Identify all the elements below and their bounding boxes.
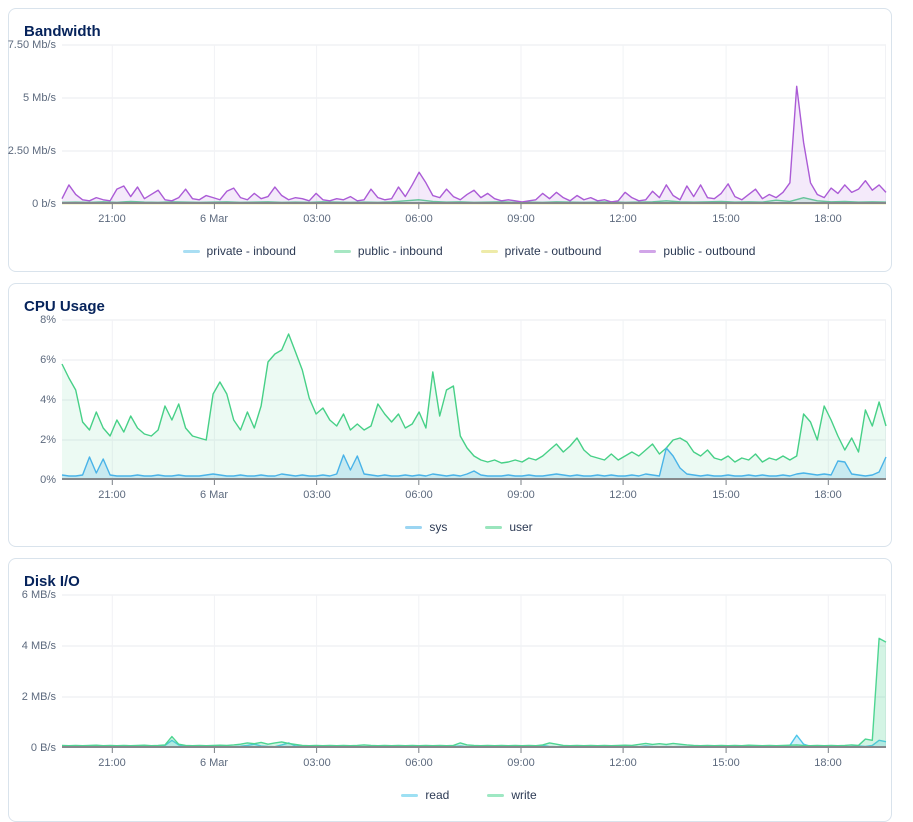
x-axis-label: 12:00 [609, 213, 637, 225]
disk-io-title: Disk I/O [24, 573, 80, 590]
legend-label: public - outbound [663, 244, 756, 258]
legend-swatch [182, 249, 200, 253]
legend-item-user[interactable]: user [485, 520, 533, 534]
legend-item-private-outbound[interactable]: private - outbound [480, 244, 602, 258]
legend-label: public - inbound [357, 244, 443, 258]
legend-swatch [639, 249, 657, 253]
y-axis-label: 6% [40, 354, 56, 366]
legend-item-sys[interactable]: sys [405, 520, 447, 534]
x-axis-label: 15:00 [712, 757, 740, 769]
x-axis-label: 12:00 [609, 757, 637, 769]
cpu-legend: sys user [62, 519, 876, 535]
legend-label: user [509, 520, 533, 534]
y-axis-label: 4 MB/s [21, 640, 56, 652]
legend-label: private - inbound [206, 244, 296, 258]
x-axis-label: 18:00 [814, 757, 842, 769]
x-axis-label: 03:00 [303, 213, 331, 225]
cpu-usage-chart-area: 8% 6% 4% 2% 0% 21:00 6 Mar 03:00 06:00 09:00 12:00… [40, 314, 887, 535]
y-axis-label: 6 MB/s [21, 589, 56, 601]
x-axis-label: 03:00 [303, 489, 331, 501]
y-axis-label: 8% [40, 314, 56, 326]
x-axis-label: 18:00 [814, 213, 842, 225]
legend-swatch [485, 525, 503, 529]
cpu-usage-title: CPU Usage [24, 298, 105, 315]
y-axis-label: 7.50 Mb/s [7, 39, 56, 51]
legend-item-public-inbound[interactable]: public - inbound [333, 244, 443, 258]
x-axis-label: 15:00 [712, 213, 740, 225]
y-axis-label: 2.50 Mb/s [7, 145, 56, 157]
disk-io-chart-area: 6 MB/s 4 MB/s 2 MB/s 0 B/s 21:00 6 Mar 03:00 06… [22, 589, 887, 803]
legend-label: sys [429, 520, 448, 534]
legend-swatch [480, 249, 498, 253]
y-axis-label: 0% [40, 474, 56, 486]
bandwidth-plot[interactable]: 7.50 Mb/s 5 Mb/s 2.50 Mb/s 0 b/s [8, 39, 887, 210]
disk-plot[interactable]: 6 MB/s 4 MB/s 2 MB/s 0 B/s [22, 589, 887, 754]
legend-swatch [487, 793, 505, 797]
bandwidth-chart-area: 7.50 Mb/s 5 Mb/s 2.50 Mb/s 0 b/s 21:00 6 Mar 0… [8, 39, 887, 259]
cpu-usage-panel: CPU Usage 8% 6% 4% 2% 0% 21:00 6 Mar 03:00 06:00… [8, 283, 892, 547]
x-axis-label: 6 Mar [199, 757, 229, 769]
disk-legend: read write [62, 787, 876, 803]
x-axis-label: 15:00 [712, 489, 740, 501]
y-axis-label: 2% [40, 434, 56, 446]
x-axis-label: 18:00 [814, 489, 842, 501]
legend-item-write[interactable]: write [487, 788, 537, 802]
x-axis-label: 12:00 [609, 489, 637, 501]
y-axis-label: 0 B/s [30, 742, 56, 754]
legend-item-read[interactable]: read [401, 788, 449, 802]
x-axis-label: 09:00 [507, 757, 535, 769]
x-axis-label: 03:00 [303, 757, 331, 769]
x-axis-label: 06:00 [405, 213, 433, 225]
x-axis-label: 06:00 [405, 489, 433, 501]
legend-swatch [333, 249, 351, 253]
legend-item-private-inbound[interactable]: private - inbound [182, 244, 296, 258]
y-axis-label: 0 b/s [32, 198, 56, 210]
x-axis-label: 6 Mar [199, 213, 229, 225]
cpu-x-axis: 21:00 6 Mar 03:00 06:00 09:00 12:00 15:00 18:00 [62, 489, 876, 505]
disk-io-panel: Disk I/O 6 MB/s 4 MB/s 2 MB/s 0 B/s 21:00 6 M… [8, 558, 892, 822]
bandwidth-x-axis: 21:00 6 Mar 03:00 06:00 09:00 12:00 15:00 18:00 [62, 213, 876, 229]
x-axis-label: 09:00 [507, 489, 535, 501]
x-axis-label: 21:00 [98, 757, 126, 769]
legend-item-public-outbound[interactable]: public - outbound [639, 244, 755, 258]
disk-x-axis: 21:00 6 Mar 03:00 06:00 09:00 12:00 15:00 18:00 [62, 757, 876, 773]
legend-label: read [425, 788, 450, 802]
legend-label: write [511, 788, 537, 802]
legend-swatch [405, 525, 423, 529]
y-axis-label: 5 Mb/s [22, 92, 56, 104]
monitoring-dashboard: { "xticks": { "labels": ["21:00", "6 Mar… [7, 8, 892, 822]
bandwidth-legend: private - inbound public - inbound private… [62, 243, 876, 259]
bandwidth-title: Bandwidth [24, 23, 101, 40]
cpu-plot[interactable]: 8% 6% 4% 2% 0% [40, 314, 887, 486]
y-axis-label: 2 MB/s [21, 691, 56, 703]
x-axis-label: 21:00 [98, 213, 126, 225]
x-axis-label: 6 Mar [199, 489, 229, 501]
x-axis-label: 21:00 [98, 489, 126, 501]
legend-label: private - outbound [504, 244, 602, 258]
x-axis-label: 06:00 [405, 757, 433, 769]
legend-swatch [401, 793, 419, 797]
x-axis-label: 09:00 [507, 213, 535, 225]
y-axis-label: 4% [40, 394, 56, 406]
bandwidth-panel: Bandwidth 7.50 Mb/s 5 Mb/s 2.50 Mb/s 0 b/s 2… [8, 8, 892, 272]
